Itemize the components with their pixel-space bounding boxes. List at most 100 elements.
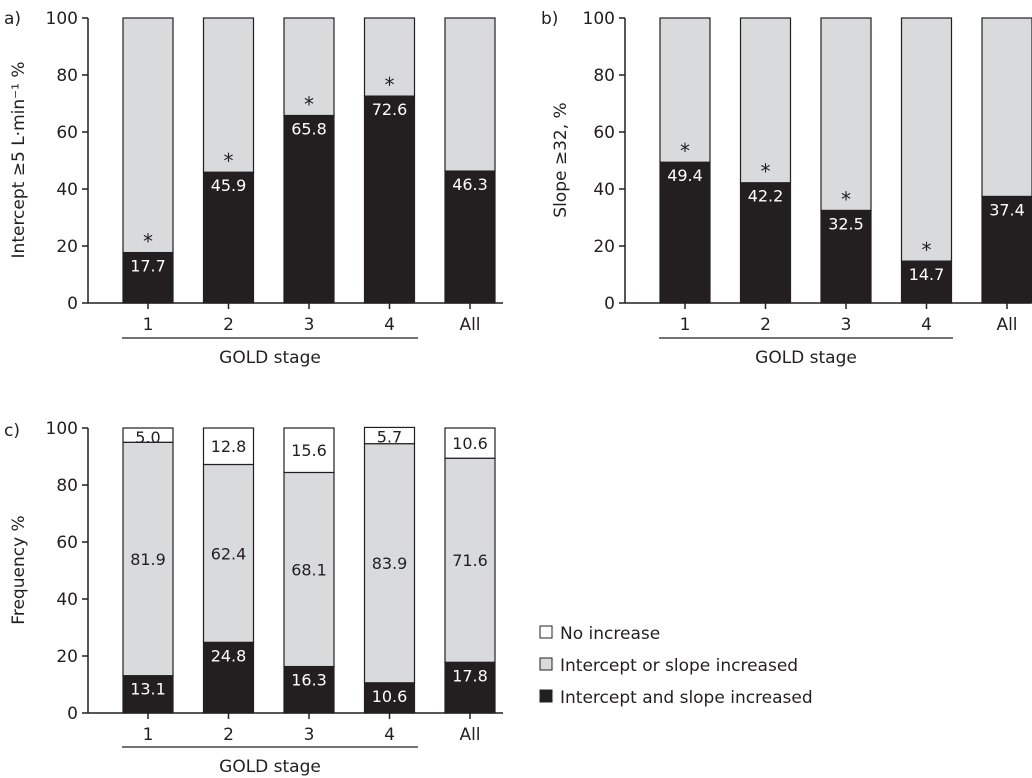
legend-swatch-intercept-and-slope [539,689,553,703]
panel-c-bar-value-3-s0: 16.3 [291,671,327,690]
panel-c-bar-value-1-s0: 13.1 [130,680,166,699]
panel-c-bar-3-segment-0 [283,665,335,714]
panel-a-bar-value-All-s0: 46.3 [452,175,488,194]
panel-b-bar-value-2-s0: 42.2 [748,187,784,206]
panel-c-y-tick-label: 80 [56,476,78,496]
panel-a-x-tick-label-1: 1 [143,315,154,335]
legend-swatch-no-increase [539,625,553,639]
panel-c-bar-1-segment-1 [122,441,174,677]
panel-b-x-tick-label-All: All [996,315,1017,335]
panel-b-bar-3-segment-0 [820,209,872,304]
panel-c-x-tick-label-3: 3 [304,725,315,745]
panel-a-x-tick-label-2: 2 [223,315,234,335]
panel-a-y-tick-label: 100 [46,9,78,29]
panel-a-y-tick-label: 60 [56,123,78,143]
panel-b-significance-marker-2: * [761,160,771,184]
panel-c-bar-4-segment-1 [363,443,416,684]
panel-a-y-tick-label: 80 [56,66,78,86]
panel-c-bar-value-4-s2: 5.7 [377,427,402,446]
panel-c-bar-value-2-s1: 62.4 [211,544,247,563]
panel-a-significance-marker-1: * [143,230,153,254]
panel-a-significance-marker-2: * [224,149,234,173]
legend-swatch-intercept-or-slope [539,657,553,671]
legend-label-no-increase: No increase [560,624,660,644]
panel-c-bar-value-3-s1: 68.1 [291,561,327,580]
panel-b-y-axis-title: Slope ≥32, % [551,102,571,217]
panel-b-bar-All-segment-1 [981,17,1032,198]
panel-b-bar-value-All-s0: 37.4 [989,200,1025,219]
panel-a-significance-marker-3: * [304,92,314,116]
panel-b-bar-All-segment-0 [981,195,1032,304]
panel-a-bar-value-3-s0: 65.8 [291,119,327,138]
panel-c-bar-value-All-s0: 17.8 [452,666,488,685]
panel-b-label: b) [541,9,558,29]
panel-c-y-tick-label: 0 [67,704,78,724]
panel-c-bar-value-3-s2: 15.6 [291,441,327,460]
panel-c-bar-value-2-s0: 24.8 [211,646,247,665]
panel-c-bar-4-segment-2 [363,426,416,445]
panel-a-bar-value-4-s0: 72.6 [372,100,408,119]
panel-b-x-tick-label-4: 4 [921,315,932,335]
panel-c-bar-2-segment-1 [202,463,255,643]
panel-c-plot: 0 20 40 60 80 100 13.1 81.9 5.0 1 24.8 62.4 12.8 2 16.… [46,419,503,748]
legend-label-intercept-and-slope: Intercept and slope increased [560,688,813,708]
panel-b-bar-2-segment-0 [739,182,792,304]
panel-c-y-tick-label: 20 [56,647,78,667]
panel-b-bar-1-segment-0 [659,161,711,304]
panel-c-x-tick-label-All: All [459,725,480,745]
panel-c-bar-value-4-s1: 83.9 [372,554,408,573]
panel-c-y-axis-title: Frequency % [9,515,29,624]
panel-c-x-tick-label-1: 1 [143,725,154,745]
panel-b-bar-value-3-s0: 32.5 [828,214,864,233]
panel-c-y-tick-label: 60 [56,533,78,553]
panel-b-significance-marker-1: * [680,139,690,163]
panel-c-bar-All-segment-1 [444,457,496,663]
panel-a-x-tick-label-3: 3 [304,315,315,335]
legend-item-intercept-or-slope: Intercept or slope increased [539,656,798,676]
panel-b-y-tick-label: 20 [593,237,615,257]
panel-b-x-tick-label-3: 3 [841,315,852,335]
panel-b-x-axis-title: GOLD stage [755,348,857,368]
legend: No increase Intercept or slope increased… [539,624,813,708]
legend-item-intercept-and-slope: Intercept and slope increased [539,688,813,708]
panel-b-significance-marker-4: * [922,238,932,262]
panel-a-y-axis-title: Intercept ≥5 L·min⁻¹ % [9,62,29,259]
panel-a-bar-3-segment-1 [283,17,335,117]
panel-c-bar-2-segment-2 [202,427,255,466]
panel-c-y-tick-label: 40 [56,590,78,610]
panel-b-significance-marker-3: * [841,187,851,211]
panel-a-bar-2-segment-1 [202,17,255,173]
panel-b-bar-2-segment-1 [739,17,792,184]
panel-c-bar-value-4-s0: 10.6 [372,687,408,706]
panel-a-bar-4-segment-1 [363,17,416,97]
panel-c-bar-3-segment-2 [283,427,335,474]
panel-a-y-tick-label: 40 [56,180,78,200]
panel-b-x-tick-label-1: 1 [680,315,691,335]
legend-label-intercept-or-slope: Intercept or slope increased [560,656,798,676]
panel-a-x-axis-title: GOLD stage [219,348,321,368]
panel-a-x-tick-label-4: 4 [384,315,395,335]
panel-a-bar-1-segment-1 [122,17,174,254]
panel-c-bar-value-1-s2: 5.0 [135,428,160,447]
panel-b-bar-value-4-s0: 14.7 [909,265,945,284]
legend-item-no-increase: No increase [539,624,660,644]
panel-b-y-tick-label: 0 [604,294,615,314]
panel-a-y-tick-label: 0 [67,294,78,314]
panel-c-label: c) [4,421,20,441]
panel-a-label: a) [4,9,21,29]
panel-a-bar-value-2-s0: 45.9 [211,176,247,195]
panel-a-bar-4-segment-0 [363,95,416,304]
panel-b-y-tick-label: 80 [593,66,615,86]
panel-c-bar-1-segment-2 [122,427,174,443]
panel-b-y-tick-label: 100 [583,9,615,29]
panel-b-y-tick-label: 40 [593,180,615,200]
panel-b-y-tick-label: 60 [593,123,615,143]
panel-a-y-tick-label: 20 [56,237,78,257]
panel-a-bar-3-segment-0 [283,114,335,304]
panel-a-significance-marker-4: * [385,73,395,97]
panel-b: b) Slope ≥32, % GOLD stage 0 20 40 60 80 100 4… [541,9,1032,368]
panel-c-bar-value-2-s2: 12.8 [211,437,247,456]
panel-b-x-tick-label-2: 2 [760,315,771,335]
panel-b-bar-4-segment-1 [900,17,953,262]
